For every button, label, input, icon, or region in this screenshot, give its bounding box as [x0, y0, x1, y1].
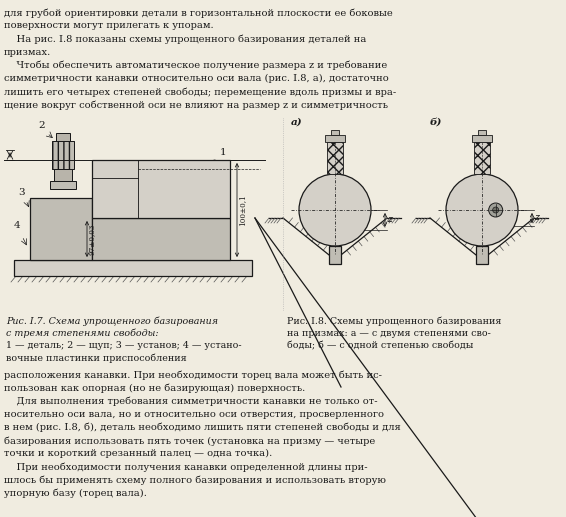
Text: 4: 4 — [14, 221, 20, 230]
Text: упорную базу (торец вала).: упорную базу (торец вала). — [4, 489, 147, 498]
Text: 97±0,03: 97±0,03 — [88, 223, 96, 255]
Bar — [52, 141, 74, 169]
Text: для грубой ориентировки детали в горизонтальной плоскости ее боковые: для грубой ориентировки детали в горизон… — [4, 8, 393, 18]
Text: боды; б — с одной степенью свободы: боды; б — с одной степенью свободы — [287, 341, 473, 350]
Text: При необходимости получения канавки определенной длины при-: При необходимости получения канавки опре… — [4, 462, 368, 472]
Text: в нем (рис. I.8, б), деталь необходимо лишить пяти степеней свободы и для: в нем (рис. I.8, б), деталь необходимо л… — [4, 423, 401, 432]
Text: пользован как опорная (но не базирующая) поверхность.: пользован как опорная (но не базирующая)… — [4, 383, 305, 393]
Bar — [474, 142, 490, 174]
Text: на призмах: а — с двумя степенями сво-: на призмах: а — с двумя степенями сво- — [287, 328, 491, 338]
Circle shape — [446, 174, 518, 246]
Bar — [331, 130, 339, 135]
Bar — [30, 198, 92, 260]
Text: Чтобы обеспечить автоматическое получение размера z и требование: Чтобы обеспечить автоматическое получени… — [4, 61, 387, 70]
Text: шлось бы применять схему полного базирования и использовать вторую: шлось бы применять схему полного базиров… — [4, 476, 386, 485]
Bar — [54, 169, 72, 181]
Circle shape — [299, 174, 371, 246]
Bar — [327, 142, 343, 174]
Text: призмах.: призмах. — [4, 48, 52, 56]
Text: расположения канавки. При необходимости торец вала может быть ис-: расположения канавки. При необходимости … — [4, 370, 382, 379]
Bar — [325, 135, 345, 142]
Text: вочные пластинки приспособления: вочные пластинки приспособления — [6, 354, 187, 363]
Bar — [476, 246, 488, 264]
Circle shape — [488, 203, 503, 217]
Text: а): а) — [291, 118, 303, 127]
Bar — [92, 160, 230, 218]
Text: На рис. I.8 показаны схемы упрощенного базирования деталей на: На рис. I.8 показаны схемы упрощенного б… — [4, 35, 366, 44]
Text: 1 — деталь; 2 — щуп; 3 — установ; 4 — устано-: 1 — деталь; 2 — щуп; 3 — установ; 4 — ус… — [6, 341, 242, 350]
Bar — [478, 130, 486, 135]
Text: лишить его четырех степеней свободы; перемещение вдоль призмы и вра-: лишить его четырех степеней свободы; пер… — [4, 87, 396, 97]
Bar — [329, 246, 341, 264]
Bar — [92, 218, 230, 260]
Text: носительно оси вала, но и относительно оси отверстия, просверленного: носительно оси вала, но и относительно о… — [4, 409, 384, 419]
Text: Рис. I.7. Схема упрощенного базирования: Рис. I.7. Схема упрощенного базирования — [6, 316, 218, 326]
Text: Для выполнения требования симметричности канавки не только от-: Для выполнения требования симметричности… — [4, 397, 378, 406]
Text: симметричности канавки относительно оси вала (рис. I.8, а), достаточно: симметричности канавки относительно оси … — [4, 74, 389, 83]
Bar — [56, 133, 70, 141]
Text: точки и короткий срезанный палец — одна точка).: точки и короткий срезанный палец — одна … — [4, 449, 272, 459]
Text: 1: 1 — [220, 148, 226, 157]
Text: z: z — [534, 214, 539, 222]
Text: Рис. I.8. Схемы упрощенного базирования: Рис. I.8. Схемы упрощенного базирования — [287, 316, 501, 326]
Text: поверхности могут прилегать к упорам.: поверхности могут прилегать к упорам. — [4, 21, 213, 30]
Bar — [14, 260, 252, 276]
Bar — [50, 181, 76, 189]
Text: 3: 3 — [18, 188, 25, 197]
Text: 100±0,1: 100±0,1 — [238, 194, 246, 226]
Text: базирования использовать пять точек (установка на призму — четыре: базирования использовать пять точек (уст… — [4, 436, 375, 446]
Text: z: z — [387, 215, 392, 224]
Text: б): б) — [430, 118, 443, 127]
Text: с тремя степенями свободы:: с тремя степенями свободы: — [6, 328, 158, 338]
Text: щение вокруг собственной оси не влияют на размер z и симметричность: щение вокруг собственной оси не влияют н… — [4, 100, 388, 110]
Bar — [472, 135, 492, 142]
Text: 2: 2 — [38, 121, 45, 130]
Circle shape — [492, 207, 499, 213]
